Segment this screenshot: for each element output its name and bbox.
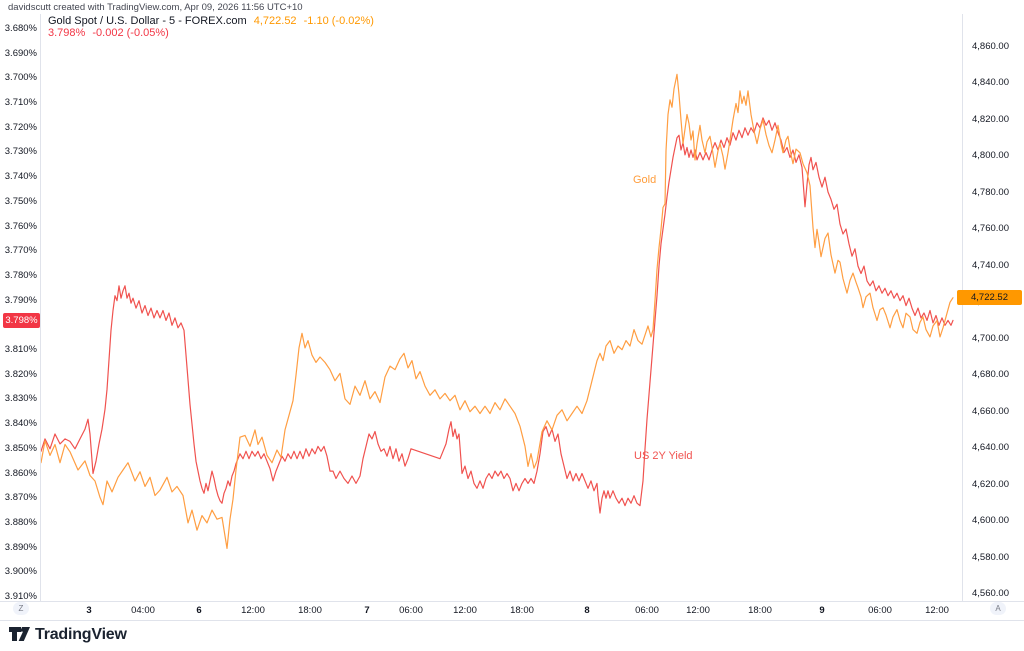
left-axis-tick: 3.900% (4, 566, 37, 578)
time-axis-tick: 06:00 (868, 605, 892, 616)
left-axis-tick: 3.830% (4, 393, 37, 405)
footer: TradingView (0, 621, 1024, 651)
yield-last-value-badge: 3.798% (3, 312, 40, 328)
time-axis-tick: 06:00 (635, 605, 659, 616)
time-axis-tick: 3 (86, 605, 92, 616)
right-axis-tick: 4,660.00 (972, 405, 1009, 417)
yield-value: 3.798% (48, 27, 86, 39)
right-axis-tick: 4,840.00 (972, 77, 1009, 89)
left-axis-tick: 3.680% (4, 23, 37, 34)
left-axis-tick: 3.730% (4, 146, 37, 158)
right-scale-border (962, 14, 963, 601)
time-axis-tick: 18:00 (298, 605, 322, 616)
yield-change: -0.002 (-0.05%) (92, 27, 169, 39)
left-axis-tick: 3.790% (4, 294, 37, 306)
left-axis-tick: 3.770% (4, 245, 37, 257)
time-axis-tick: 8 (584, 605, 590, 616)
symbol-legend[interactable]: Gold Spot / U.S. Dollar - 5 - FOREX.com … (48, 15, 374, 27)
time-axis-tick: 18:00 (748, 605, 772, 616)
time-axis-tick: 12:00 (241, 605, 265, 616)
tradingview-logo-icon[interactable] (9, 627, 30, 646)
time-axis-tick: 6 (196, 605, 202, 616)
gold-series-label[interactable]: Gold (633, 174, 657, 186)
time-axis-tick: 7 (364, 605, 370, 616)
right-scale-auto-button[interactable]: A (990, 602, 1006, 615)
left-axis-tick: 3.780% (4, 269, 37, 281)
time-axis-tick: 04:00 (131, 605, 155, 616)
left-axis-tick: 3.910% (4, 591, 37, 602)
yield-legend[interactable]: 3.798% -0.002 (-0.05%) (48, 27, 169, 39)
left-axis-tick: 3.810% (4, 344, 37, 356)
right-axis-tick: 4,700.00 (972, 332, 1009, 344)
gold-series-line[interactable] (40, 73, 954, 550)
last-price: 4,722.52 (253, 15, 297, 27)
left-axis-tick: 3.710% (4, 97, 37, 109)
left-axis-tick: 3.820% (4, 368, 37, 380)
left-axis-tick: 3.870% (4, 492, 37, 504)
left-axis-tick: 3.750% (4, 195, 37, 207)
left-scale-mode-button[interactable]: Z (13, 602, 29, 615)
right-axis-tick: 4,560.00 (972, 588, 1009, 599)
right-axis-tick: 4,600.00 (972, 515, 1009, 527)
left-axis-tick: 3.860% (4, 467, 37, 479)
right-axis-tick: 4,580.00 (972, 551, 1009, 563)
tradingview-wordmark[interactable]: TradingView (35, 626, 127, 643)
time-axis-tick: 12:00 (453, 605, 477, 616)
right-axis-tick: 4,780.00 (972, 186, 1009, 198)
right-axis-tick: 4,820.00 (972, 113, 1009, 125)
yield-series-label[interactable]: US 2Y Yield (634, 450, 693, 462)
right-axis-tick: 4,800.00 (972, 150, 1009, 162)
time-axis-tick: 9 (819, 605, 825, 616)
left-axis-tick: 3.760% (4, 220, 37, 232)
left-axis-tick: 3.840% (4, 418, 37, 430)
left-axis-tick: 3.720% (4, 121, 37, 133)
right-axis-tick: 4,760.00 (972, 223, 1009, 235)
right-axis-tick: 4,860.00 (972, 41, 1009, 52)
time-axis-tick: 12:00 (686, 605, 710, 616)
right-axis-tick: 4,640.00 (972, 442, 1009, 454)
us2y-yield-series-line[interactable] (40, 117, 954, 514)
left-scale-border (40, 14, 41, 601)
symbol-title: Gold Spot / U.S. Dollar - 5 - FOREX.com (48, 15, 247, 27)
right-axis-tick: 4,680.00 (972, 369, 1009, 381)
time-axis-tick: 12:00 (925, 605, 949, 616)
gold-last-value-badge: 4,722.52 (957, 290, 1022, 306)
left-axis-tick: 3.850% (4, 442, 37, 454)
left-axis-tick: 3.690% (4, 47, 37, 59)
time-axis-border (0, 601, 1024, 602)
footer-divider (0, 620, 1024, 621)
left-axis-tick: 3.740% (4, 171, 37, 183)
price-change: -1.10 (-0.02%) (303, 15, 374, 27)
time-axis-tick: 06:00 (399, 605, 423, 616)
left-axis-tick: 3.880% (4, 516, 37, 528)
attribution-text: davidscutt created with TradingView.com,… (8, 2, 303, 13)
right-axis-tick: 4,620.00 (972, 478, 1009, 490)
time-axis-tick: 18:00 (510, 605, 534, 616)
left-axis-tick: 3.890% (4, 541, 37, 553)
left-axis-tick: 3.700% (4, 72, 37, 84)
right-axis-tick: 4,740.00 (972, 259, 1009, 271)
